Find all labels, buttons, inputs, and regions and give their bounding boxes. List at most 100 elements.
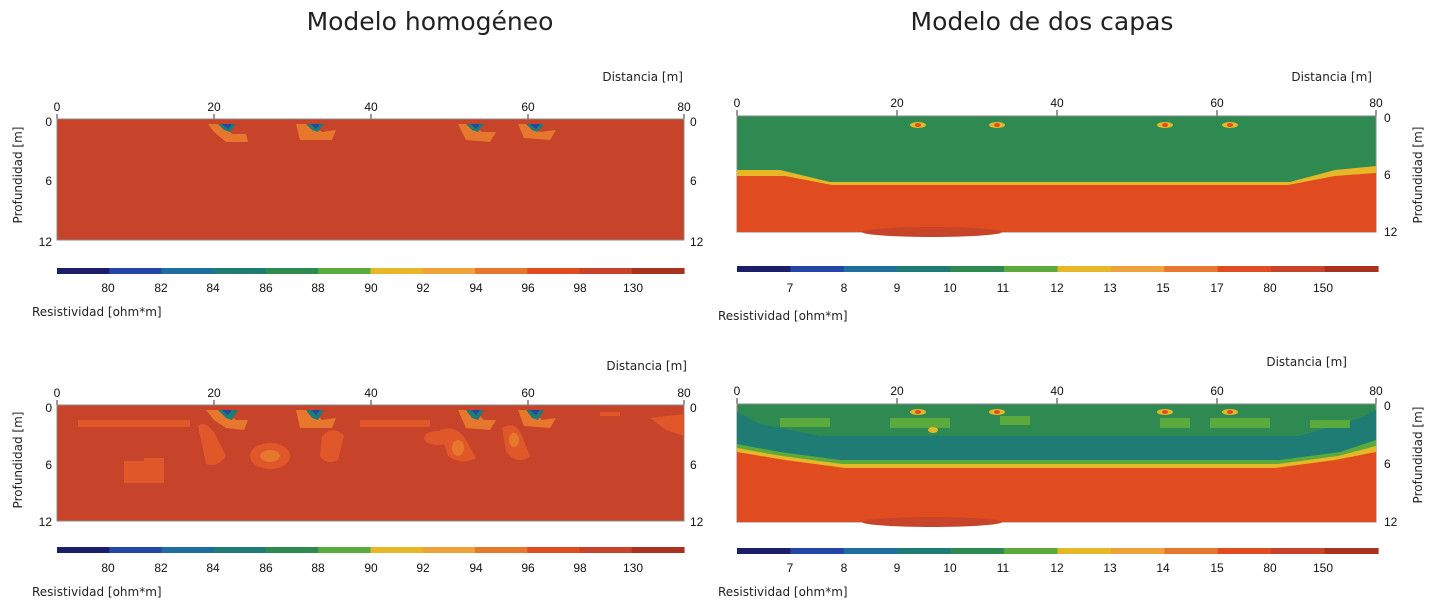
depth-label: Profundidad [m] (11, 412, 25, 509)
colorbar-ticks: 7 8 9 10 11 12 13 15 17 80 150 (787, 281, 1334, 295)
colorbar-tick: 15 (1156, 281, 1170, 295)
colorbar-tick: 90 (364, 281, 378, 295)
colorbar-segment (1057, 266, 1112, 272)
colorbar-segment (475, 268, 528, 274)
colorbar-segment (1057, 548, 1112, 554)
colorbar-tick: 80 (1263, 281, 1277, 295)
colorbar-segment (1164, 266, 1219, 272)
colorbar-tick: 94 (469, 281, 483, 295)
title-right: Modelo de dos capas (911, 7, 1174, 36)
colorbar-segment (843, 548, 898, 554)
colorbar-tick: 96 (521, 281, 535, 295)
colorbar-tick: 150 (1313, 281, 1333, 295)
colorbar-segment (266, 268, 319, 274)
colorbar-segment (897, 266, 952, 272)
depth-tick-right: 12 (690, 235, 704, 249)
colorbar-tick: 7 (787, 281, 794, 295)
depth-label: Profundidad [m] (1411, 127, 1425, 224)
x-tick: 40 (1050, 384, 1064, 398)
depth-tick: 12 (39, 515, 53, 529)
colorbar-segment (161, 268, 215, 274)
colorbar-segment (1324, 548, 1379, 554)
colorbar-tick: 17 (1210, 281, 1224, 295)
colorbar-segment (579, 547, 633, 553)
anomaly-cluster (910, 122, 1238, 128)
colorbar-segment (527, 268, 581, 274)
x-tick: 60 (521, 100, 535, 114)
colorbar-tick: 84 (206, 281, 220, 295)
colorbar-segment (631, 547, 685, 553)
colorbar-segment (213, 268, 267, 274)
colorbar-tick: 96 (521, 561, 535, 575)
colorbar-tick: 80 (1263, 561, 1277, 575)
colorbar-tick: 130 (623, 281, 643, 295)
depth-tick: 0 (45, 401, 52, 415)
colorbar-tick: 14 (1156, 561, 1170, 575)
depth-tick-right: 0 (690, 401, 697, 415)
colorbar-tick: 88 (311, 281, 325, 295)
anomaly-cores (260, 433, 519, 462)
colorbar-segment (950, 548, 1005, 554)
colorbar (737, 548, 1379, 554)
depth-tick: 12 (39, 235, 53, 249)
depth-tick-right: 12 (690, 515, 704, 529)
colorbar-segment (1004, 548, 1059, 554)
depth-tick-right: 0 (690, 115, 697, 129)
colorbar-tick: 10 (943, 561, 957, 575)
resistivity-label: Resistividad [ohm*m] (718, 309, 848, 323)
x-tick: 80 (677, 100, 691, 114)
colorbar-segment (737, 548, 792, 554)
colorbar-tick: 88 (311, 561, 325, 575)
colorbar-segment (109, 268, 163, 274)
depth-tick: 0 (45, 115, 52, 129)
panel-two-layer-bottom: Distancia [m] Profundidad [m] 0 20 40 60… (718, 355, 1425, 599)
resistivity-label: Resistividad [ohm*m] (32, 305, 162, 319)
depth-tick-right: 12 (1384, 515, 1398, 529)
colorbar (57, 547, 685, 553)
colorbar-tick: 82 (154, 281, 168, 295)
colorbar-tick: 98 (573, 561, 587, 575)
x-tick: 80 (1369, 96, 1383, 110)
colorbar-segment (1110, 548, 1165, 554)
depth-label: Profundidad [m] (11, 127, 25, 224)
depth-tick: 6 (45, 458, 52, 472)
distance-label: Distancia [m] (606, 359, 687, 373)
colorbar-tick: 12 (1050, 281, 1064, 295)
deep-anomaly (862, 517, 1002, 527)
colorbar-tick: 84 (206, 561, 220, 575)
colorbar-segment (579, 268, 633, 274)
colorbar-segment (737, 266, 792, 272)
colorbar-tick: 8 (841, 561, 848, 575)
colorbar-segment (843, 266, 898, 272)
colorbar-segment (370, 547, 424, 553)
x-tick: 60 (1210, 384, 1224, 398)
depth-tick-right: 0 (1384, 399, 1391, 413)
resistivity-section (56, 118, 685, 241)
colorbar-segment (422, 547, 476, 553)
x-tick: 40 (364, 386, 378, 400)
resistivity-label: Resistividad [ohm*m] (32, 585, 162, 599)
x-tick: 20 (207, 386, 221, 400)
deep-anomaly (862, 227, 1002, 237)
colorbar-tick: 94 (469, 561, 483, 575)
title-left: Modelo homogéneo (307, 7, 554, 36)
colorbar-tick: 7 (787, 561, 794, 575)
colorbar-tick: 92 (416, 561, 430, 575)
lower-layer (737, 173, 1376, 232)
panel-homogeneous-bottom: Distancia [m] Profundidad [m] 0 20 40 60… (11, 359, 704, 599)
x-tick: 60 (1210, 96, 1224, 110)
colorbar-segment (1110, 266, 1165, 272)
colorbar-tick: 90 (364, 561, 378, 575)
colorbar-ticks: 80 82 84 86 88 90 92 94 96 98 130 (101, 561, 643, 575)
colorbar-ticks: 80 82 84 86 88 90 92 94 96 98 130 (101, 281, 643, 295)
colorbar-segment (213, 547, 267, 553)
x-tick: 20 (890, 96, 904, 110)
colorbar-tick: 13 (1103, 281, 1117, 295)
colorbar-ticks: 7 8 9 10 11 12 13 14 15 80 150 (787, 561, 1334, 575)
colorbar-segment (422, 268, 476, 274)
colorbar-segment (318, 547, 372, 553)
colorbar-tick: 150 (1313, 561, 1333, 575)
depth-tick-right: 6 (1384, 457, 1391, 471)
anomaly-cluster (208, 124, 556, 142)
x-tick: 20 (890, 384, 904, 398)
